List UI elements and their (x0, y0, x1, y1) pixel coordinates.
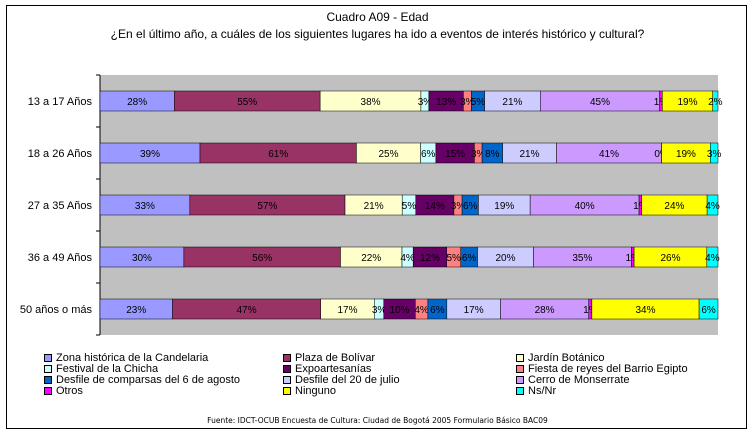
data-label: 1% (633, 201, 648, 212)
legend-swatch (283, 376, 291, 384)
legend-label: Plaza de Bolívar (295, 352, 376, 364)
legend-label: Jardín Botánico (528, 352, 605, 364)
data-label: 57% (257, 201, 277, 212)
category-label: 36 a 49 Años (28, 252, 93, 264)
category-label: 50 años o más (20, 304, 93, 316)
data-label: 3% (372, 305, 387, 316)
legend-swatch (44, 376, 52, 384)
chart-subtitle: ¿En el último año, a cuáles de los sigui… (110, 27, 645, 41)
legend-swatch (516, 376, 524, 384)
data-label: 34% (635, 305, 655, 316)
data-label: 4% (705, 253, 720, 264)
data-label: 3% (707, 149, 722, 160)
data-label: 40% (575, 201, 595, 212)
data-label: 5% (402, 201, 417, 212)
legend-label: Cerro de Monserrate (528, 374, 630, 386)
legend-label: Fiesta de reyes del Barrio Egipto (528, 363, 688, 375)
data-label: 3% (471, 149, 486, 160)
data-label: 39% (140, 149, 160, 160)
data-label: 4% (400, 253, 415, 264)
data-label: 24% (664, 201, 684, 212)
data-label: 6% (421, 149, 436, 160)
data-label: 12% (420, 253, 440, 264)
data-label: 15% (445, 149, 465, 160)
data-label: 19% (676, 149, 696, 160)
data-label: 21% (364, 201, 384, 212)
source-note: Fuente: IDCT-OCUB Encuesta de Cultura: C… (207, 416, 548, 425)
data-label: 19% (494, 201, 514, 212)
legend-label: Desfile del 20 de julio (295, 374, 400, 386)
data-label: 6% (430, 305, 445, 316)
data-label: 4% (414, 305, 429, 316)
data-label: 1% (625, 253, 640, 264)
legend-label: Zona histórica de la Candelaria (56, 352, 209, 364)
legend-swatch (283, 354, 291, 362)
data-label: 26% (660, 253, 680, 264)
category-label: 13 a 17 Años (28, 96, 93, 108)
legend-label: Expoartesanías (295, 363, 372, 375)
data-label: 3% (418, 97, 433, 108)
bar-segment (710, 142, 719, 164)
data-label: 4% (705, 201, 720, 212)
chart-title: Cuadro A09 - Edad (326, 10, 429, 24)
bar-segment (706, 194, 719, 216)
data-label: 28% (535, 305, 555, 316)
legend-swatch (516, 354, 524, 362)
data-label: 28% (127, 97, 147, 108)
data-label: 13% (436, 97, 456, 108)
data-label: 47% (237, 305, 257, 316)
data-label: 5% (447, 253, 462, 264)
data-label: 35% (572, 253, 592, 264)
category-label: 18 a 26 Años (28, 148, 93, 160)
legend-swatch (44, 354, 52, 362)
data-label: 30% (132, 253, 152, 264)
data-label: 1% (654, 97, 669, 108)
data-label: 6% (463, 201, 478, 212)
data-label: 19% (677, 97, 697, 108)
data-label: 21% (502, 97, 522, 108)
data-label: 3% (460, 97, 475, 108)
data-label: 2% (708, 97, 723, 108)
data-label: 6% (701, 305, 716, 316)
legend-swatch (283, 365, 291, 373)
data-label: 14% (425, 201, 445, 212)
legend-swatch (516, 387, 524, 395)
data-label: 41% (599, 149, 619, 160)
legend-swatch (44, 387, 52, 395)
data-label: 3% (451, 201, 466, 212)
data-label: 20% (495, 253, 515, 264)
legend-swatch (516, 365, 524, 373)
legend-label: Festival de la Chicha (56, 363, 159, 375)
data-label: 5% (471, 97, 486, 108)
category-label: 27 a 35 Años (28, 200, 93, 212)
data-label: 25% (378, 149, 398, 160)
data-label: 6% (462, 253, 477, 264)
data-label: 61% (268, 149, 288, 160)
data-label: 22% (361, 253, 381, 264)
legend-swatch (283, 387, 291, 395)
legend-label: Desfile de comparsas del 6 de agosto (56, 374, 241, 386)
data-label: 56% (252, 253, 272, 264)
data-label: 8% (485, 149, 500, 160)
data-label: 1% (583, 305, 598, 316)
data-label: 38% (361, 97, 381, 108)
data-label: 21% (520, 149, 540, 160)
data-label: 55% (237, 97, 257, 108)
data-label: 23% (126, 305, 146, 316)
bar-segment (698, 298, 719, 320)
legend-label: Ns/Nr (528, 385, 557, 397)
data-label: 10% (390, 305, 410, 316)
bar-segment (712, 90, 719, 112)
data-label: 45% (590, 97, 610, 108)
data-label: 17% (338, 305, 358, 316)
legend-swatch (44, 365, 52, 373)
legend-label: Otros (56, 385, 83, 397)
bar-segment (706, 246, 719, 268)
data-label: 17% (464, 305, 484, 316)
legend-label: Ninguno (295, 385, 336, 397)
data-label: 33% (135, 201, 155, 212)
